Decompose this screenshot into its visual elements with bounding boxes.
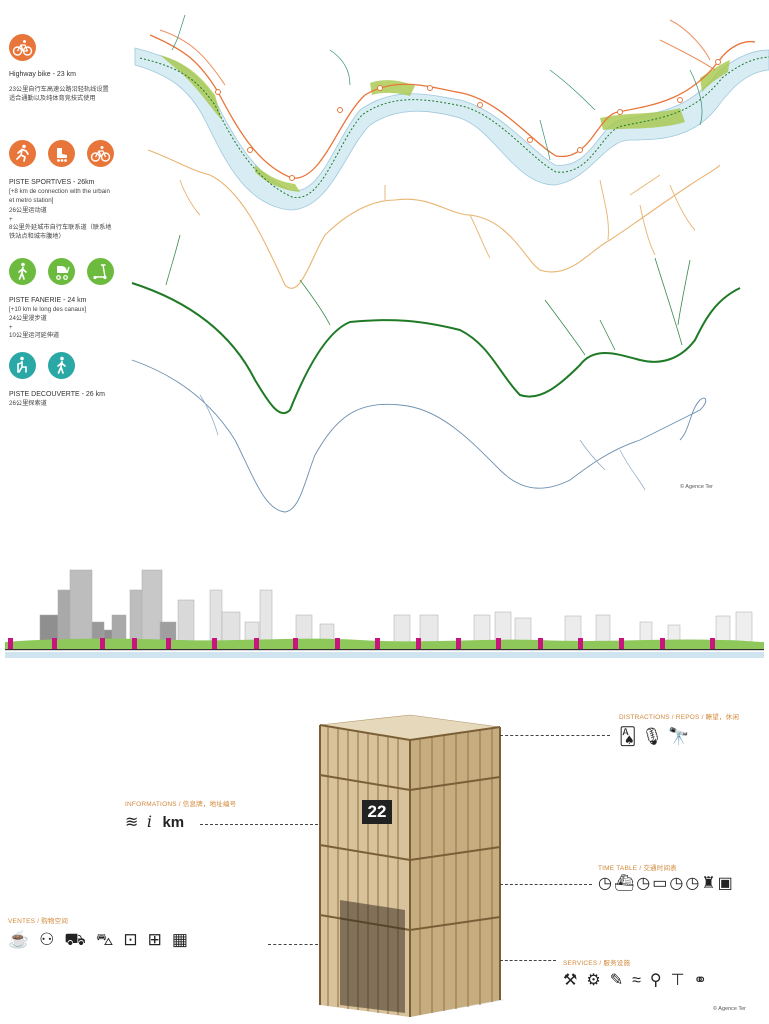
- leader-line: [500, 960, 556, 961]
- leader-line: [268, 944, 318, 945]
- water-tap-icon: ⚲: [649, 972, 671, 989]
- km-label: km: [162, 814, 185, 831]
- riverbank-park: [700, 60, 730, 92]
- fanerie-line-1: [+10 km le long des canaux]: [9, 306, 87, 313]
- metro-icon: ▣: [717, 875, 735, 892]
- fanerie-line-2: 24公里漫步道: [9, 315, 47, 322]
- structural-frame: [319, 724, 501, 1017]
- water-strip: [5, 652, 764, 658]
- services-label: SERVICES / 服务设施: [563, 960, 631, 967]
- credit-top: © Agence Ter: [680, 484, 713, 490]
- boat-icon: ⛴: [613, 875, 637, 892]
- decouverte-title: PISTE DECOUVERTE - 26 km: [9, 391, 105, 398]
- sportives-line-4: +: [9, 216, 13, 223]
- information-icons: ≋ i km: [125, 812, 184, 832]
- highway-desc-2: 适合通勤以及纯体育竞技式使用: [9, 95, 96, 102]
- bike-icon: [87, 140, 114, 167]
- metro-line: [139, 56, 769, 198]
- scooter-icon: [87, 258, 114, 285]
- clock-icon: ◷: [636, 875, 653, 892]
- bus-icon: ▭: [652, 875, 670, 892]
- fanerie-line-4: 10公里运河延伸道: [9, 332, 60, 339]
- telescope-icon: 🔭: [667, 727, 695, 746]
- walker-icon: [9, 258, 36, 285]
- distractions-label: DISTRACTIONS / REPOS / 瞭望，休闲: [619, 714, 740, 721]
- shopkeeper-icon: ⚇: [39, 930, 65, 949]
- tools-icon: ⚒: [563, 972, 587, 989]
- decouverte-line-1: 26公里探索道: [9, 400, 47, 407]
- bottle-icon: ♜: [701, 875, 718, 892]
- informations-label: INFORMATIONS / 信息牌，地址编号: [125, 801, 237, 808]
- clock-icon: ◷: [669, 875, 686, 892]
- station-markers: [215, 59, 721, 181]
- wind-icon: ≋: [125, 814, 139, 831]
- vendor-icon: ⛟: [64, 930, 96, 949]
- cards-icon: 🂡: [619, 727, 642, 746]
- bike-pump-icon: ⊤: [670, 972, 694, 989]
- sitting-person-icon: [9, 352, 36, 379]
- credit-bottom: © Agence Ter: [713, 1006, 746, 1012]
- clock-icon: ◷: [685, 875, 702, 892]
- leader-line: [500, 884, 592, 885]
- microphone-icon: 🎙: [641, 727, 668, 746]
- sportives-line-2: et metro station]: [9, 197, 54, 204]
- clock-icon: ◷: [598, 875, 614, 892]
- sportives-title: PISTE SPORTIVES - 26km: [9, 179, 95, 186]
- atm-icon: ⊡: [123, 930, 148, 949]
- timetable-icons: ◷⛴◷▭◷◷♜▣: [598, 873, 735, 893]
- fanerie-line-3: +: [9, 324, 13, 331]
- distractions-icons: 🂡🎙🔭: [619, 727, 694, 747]
- highway-desc-1: 23公里自行车高速公路沿轻轨线设置: [9, 86, 109, 93]
- ground-line: [5, 649, 764, 651]
- highway-bike-route-2: [159, 19, 716, 86]
- riverbank-park: [255, 165, 300, 192]
- fanerie-route: [131, 282, 741, 415]
- fanerie-branches: [165, 234, 691, 356]
- pavilion-number: 22: [367, 802, 387, 821]
- runner-icon: [9, 140, 36, 167]
- skyline-section: [5, 569, 764, 658]
- river: [134, 47, 769, 211]
- stroller-icon: [48, 258, 75, 285]
- pump-icon: ✎: [609, 972, 633, 989]
- buildings: [39, 569, 753, 648]
- bike-icon: [9, 34, 36, 61]
- sportives-line-1: [+8 km de connection with the urbain: [9, 188, 110, 195]
- bike-icon: ⚭: [693, 972, 716, 989]
- walker-icon: [48, 352, 75, 379]
- riverbank-park: [600, 108, 685, 130]
- ventes-label: VENTES / 购物空间: [8, 918, 69, 925]
- pavilion-markers: [8, 638, 715, 649]
- ventes-icons: ☕⚇⛟⛍⊡⊞▦: [8, 930, 198, 952]
- coffee-icon: ☕: [8, 930, 40, 949]
- sportives-line-5: 8公里外延城市自行车联系道（联系地: [9, 224, 112, 231]
- services-icons: ⚒⚙✎≈⚲⊤⚭: [563, 970, 716, 990]
- leader-line: [500, 735, 610, 736]
- green-belt: [5, 638, 764, 650]
- timetable-label: TIME TABLE / 交通时间表: [598, 865, 677, 872]
- info-icon: i: [146, 812, 152, 831]
- connection-path: [171, 14, 703, 161]
- fanerie-title: PISTE FANERIE - 24 km: [9, 297, 87, 304]
- decouverte-route: [131, 359, 707, 513]
- ticket-machine-icon: ⊞: [147, 930, 172, 949]
- riverbank-park: [370, 80, 415, 96]
- repair-icon: ⚙: [586, 972, 610, 989]
- sportives-branches: [179, 174, 696, 259]
- shop-icon: ▦: [171, 930, 198, 949]
- rollerblade-icon: [48, 140, 75, 167]
- sportives-route: [147, 149, 721, 289]
- cart-icon: ⛍: [95, 930, 124, 949]
- sportives-line-6: 铁站点和城市腹地）: [9, 233, 65, 240]
- highway-bike-route: [149, 34, 756, 179]
- wifi-icon: ≈: [632, 972, 650, 989]
- sportives-line-3: 26公里运动道: [9, 207, 47, 214]
- highway-title: Highway bike - 23 km: [9, 71, 76, 78]
- decouverte-branches: [199, 394, 646, 491]
- leader-line: [200, 824, 318, 825]
- pavilion-tower: [319, 714, 505, 1017]
- route-map: [131, 14, 769, 513]
